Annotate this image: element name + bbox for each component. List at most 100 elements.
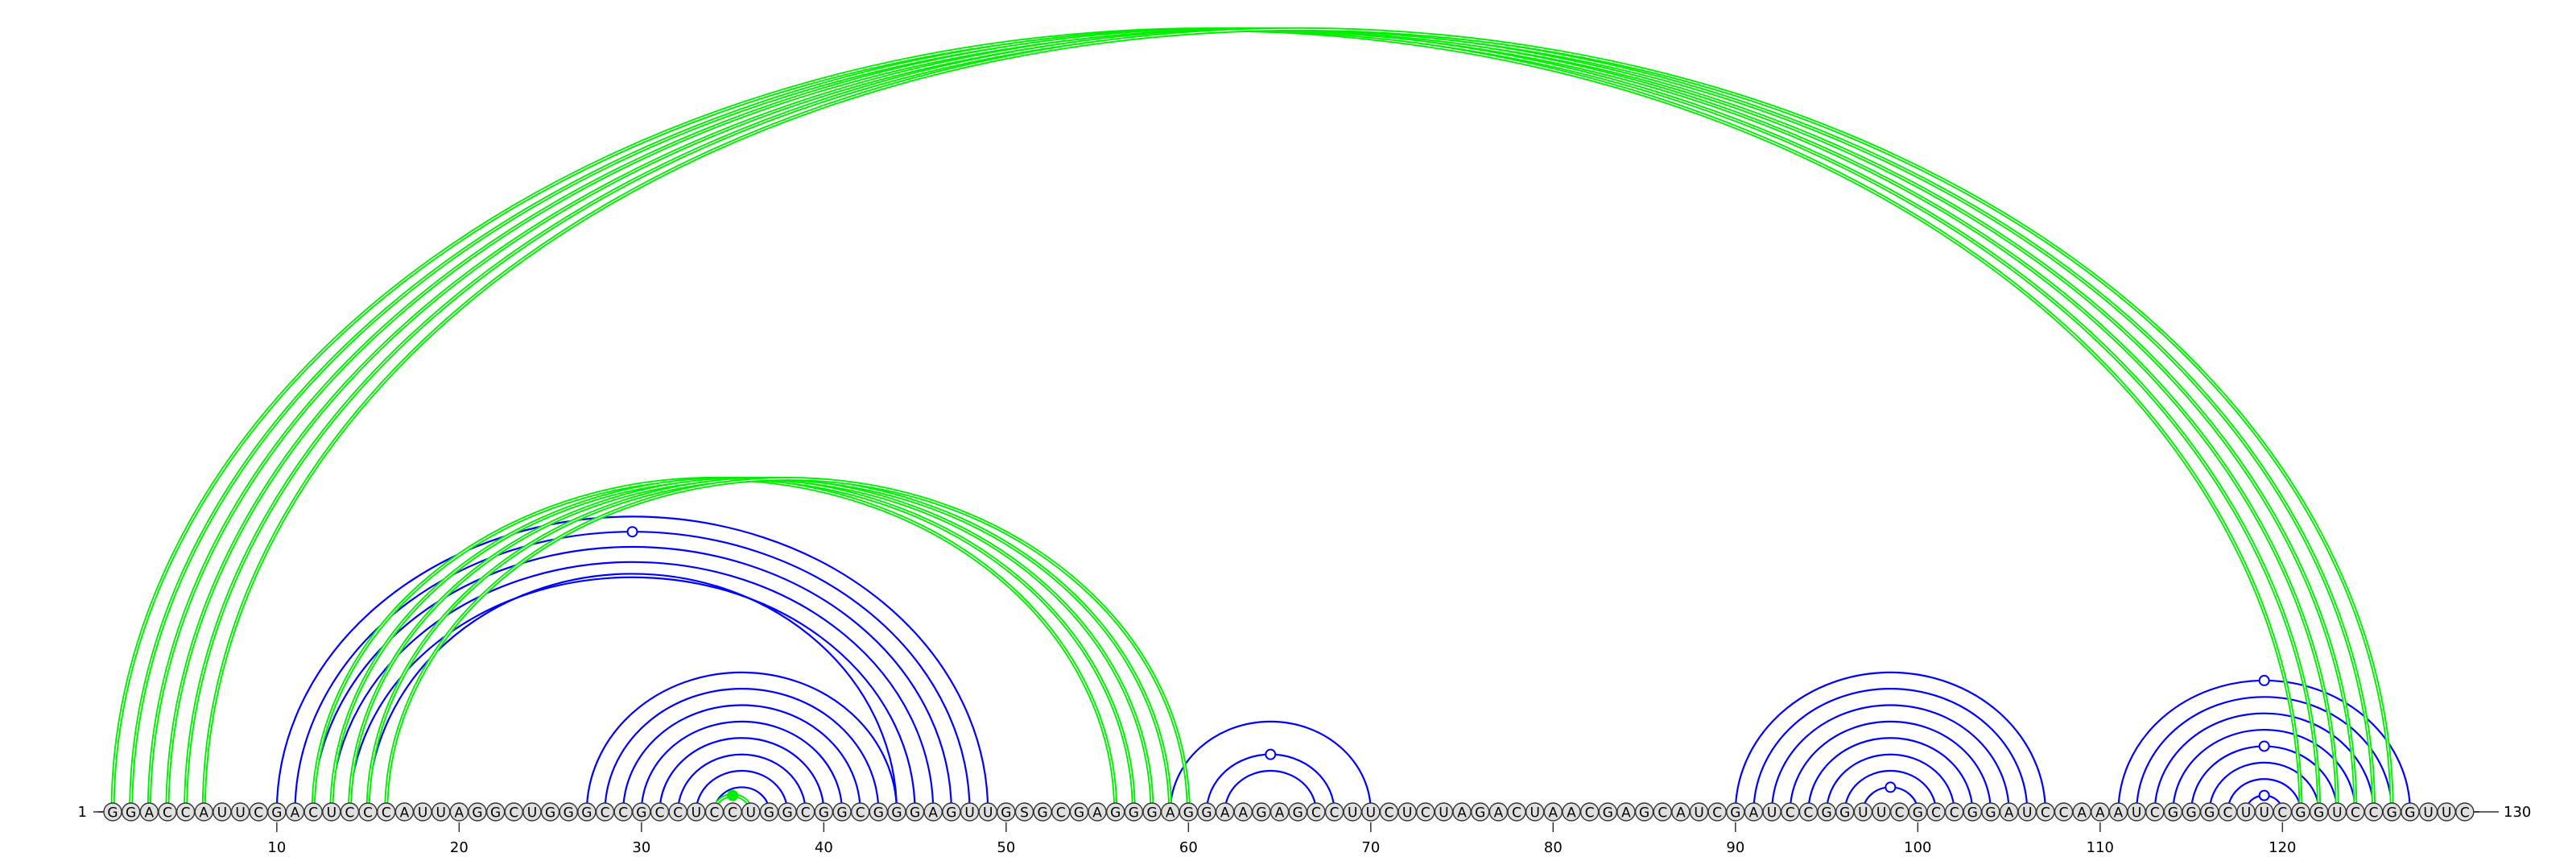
nucleotide-letter: A — [1621, 805, 1631, 822]
nucleotide-41: G — [832, 802, 852, 822]
nucleotide-30: G — [632, 802, 651, 822]
nucleotide-letter: C — [1950, 805, 1959, 822]
nucleotide-letter: G — [271, 805, 282, 822]
tick-label-20: 20 — [450, 839, 469, 856]
nucleotide-letter: G — [472, 805, 482, 822]
nucleotide-letter: C — [2041, 805, 2050, 822]
nucleotide-121: G — [2291, 802, 2310, 822]
nucleotide-61: G — [1197, 802, 1216, 822]
nucleotide-letter: C — [710, 805, 720, 822]
nucleotide-letter: G — [1913, 805, 1923, 822]
nucleotide-letter: A — [1220, 805, 1230, 822]
nucleotide-76: G — [1471, 802, 1490, 822]
nucleotide-74: U — [1434, 802, 1454, 822]
nucleotide-letter: U — [1694, 805, 1703, 822]
nucleotide-letter: C — [1512, 805, 1521, 822]
nucleotide-letter: G — [1256, 805, 1266, 822]
blue-arc-30-41 — [640, 720, 844, 813]
nucleotide-95: G — [1817, 802, 1836, 822]
nucleotide-79: U — [1525, 802, 1545, 822]
blue-arc-14-45 — [349, 576, 916, 813]
blue-arc-112-126 — [2136, 696, 2393, 813]
green-arc-core-15-59 — [367, 478, 1171, 813]
nucleotide-letter: G — [764, 805, 774, 822]
nucleotide-39: C — [796, 802, 815, 822]
nucleotide-letter: G — [873, 805, 884, 822]
nucleotide-67: C — [1307, 802, 1326, 822]
nucleotide-104: G — [1981, 802, 2000, 822]
green-arc-core-14-58 — [349, 478, 1153, 813]
nucleotide-letter: U — [1876, 805, 1886, 822]
nucleotide-circle — [2455, 802, 2475, 822]
nucleotide-123: U — [2327, 802, 2347, 822]
blue-arc-13-46 — [330, 561, 935, 813]
nucleotide-119: U — [2254, 802, 2274, 822]
nucleotide-letter: A — [1676, 805, 1686, 822]
nucleotide-48: U — [960, 802, 980, 822]
nucleotide-letter: U — [964, 805, 974, 822]
nucleotide-12: C — [303, 802, 323, 822]
nucleotide-letter: U — [1530, 805, 1539, 822]
blue-arc-31-40 — [658, 737, 825, 813]
green-arc-2-122 — [129, 27, 2322, 813]
nucleotide-45: G — [905, 802, 925, 822]
nucleotide-letter: A — [1166, 805, 1175, 822]
nucleotide-letter: C — [673, 805, 683, 822]
nucleotide-letter: G — [1839, 805, 1850, 822]
blue-arc-32-39 — [677, 753, 807, 813]
nucleotide-52: G — [1033, 802, 1052, 822]
nucleotide-letter: A — [2095, 805, 2105, 822]
nucleotide-letter: U — [1767, 805, 1777, 822]
green-arc-core-4-124 — [167, 28, 2356, 813]
nucleotide-letter: C — [1311, 805, 1321, 822]
nucleotide-105: A — [1999, 802, 2019, 822]
nucleotide-letter: C — [2460, 805, 2470, 822]
nucleotide-letter: G — [836, 805, 847, 822]
nucleotide-40: G — [814, 802, 834, 822]
nucleotide-34: C — [704, 802, 724, 822]
green-arc-5-125 — [184, 27, 2376, 813]
nucleotide-86: C — [1653, 802, 1672, 822]
nucleotide-letter: U — [2423, 805, 2433, 822]
nucleotide-letter: C — [1056, 805, 1066, 822]
nucleotide-letter: C — [2369, 805, 2379, 822]
nucleotide-110: A — [2091, 802, 2110, 822]
nucleotide-letter: C — [1712, 805, 1722, 822]
nucleotide-14: C — [340, 802, 360, 822]
nucleotide-91: A — [1744, 802, 1764, 822]
nucleotide-letter: C — [363, 805, 373, 822]
nucleotide-33: U — [687, 802, 706, 822]
nucleotide-letter: C — [1585, 805, 1595, 822]
blue-arc-116-122 — [2208, 761, 2320, 813]
nucleotide-letter: U — [2442, 805, 2451, 822]
nucleotide-2: G — [121, 802, 141, 822]
filled-marker — [727, 789, 739, 801]
nucleotide-73: C — [1416, 802, 1435, 822]
nucleotide-68: C — [1324, 802, 1344, 822]
green-arc-core-3-123 — [148, 28, 2338, 813]
nucleotide-letter: G — [1074, 805, 1084, 822]
tick-label-10: 10 — [267, 839, 286, 856]
nucleotide-letter: U — [235, 805, 245, 822]
nucleotide-21: G — [468, 802, 487, 822]
nucleotide-56: G — [1106, 802, 1125, 822]
nucleotide-97: U — [1853, 802, 1873, 822]
tick-label-80: 80 — [1544, 839, 1563, 856]
nucleotide-82: C — [1579, 802, 1600, 822]
nucleotide-102: C — [1944, 802, 1964, 822]
green-arc-core-5-125 — [185, 28, 2375, 813]
nucleotide-letter: G — [1183, 805, 1194, 822]
nucleotide-10: G — [267, 802, 287, 822]
nucleotide-letter: C — [601, 805, 610, 822]
nucleotide-letter: G — [891, 805, 902, 822]
nucleotide-15: C — [358, 802, 378, 822]
nucleotide-letter: U — [1858, 805, 1868, 822]
nucleotide-letter: A — [199, 805, 208, 822]
nucleotide-117: C — [2218, 802, 2238, 822]
nucleotide-letter: G — [564, 805, 574, 822]
nucleotide-letter: S — [1020, 805, 1029, 822]
nucleotide-letter: G — [1822, 805, 1832, 822]
nucleotide-3: A — [139, 802, 159, 822]
blue-arc-27-44 — [585, 671, 898, 813]
